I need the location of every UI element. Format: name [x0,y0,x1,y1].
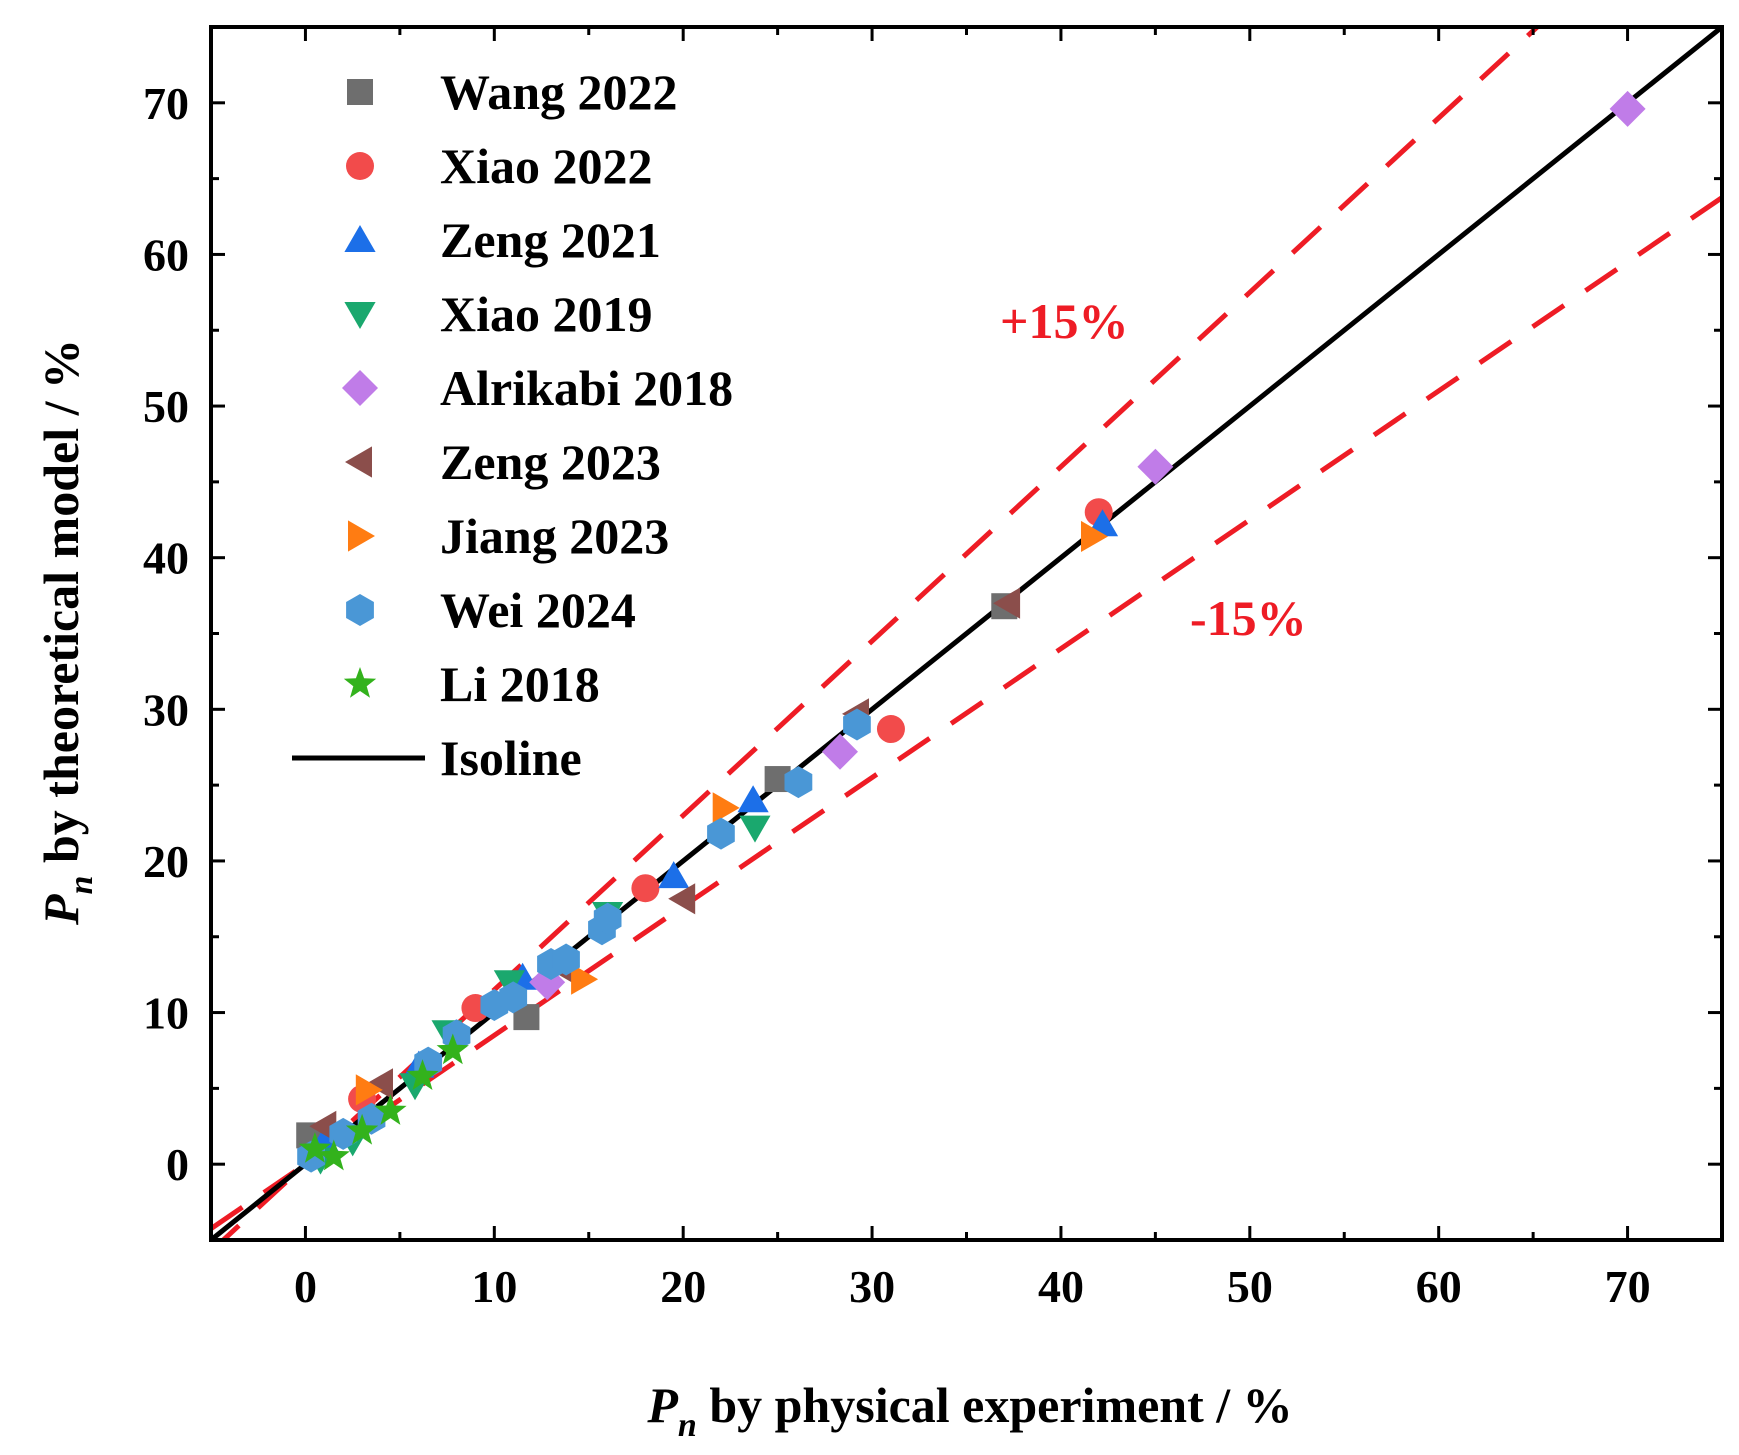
axes-layer: 0 10 20 30 40 50 60 70 0 10 20 30 40 50 60 70 [143,25,1724,1312]
legend-label: Zeng 2021 [440,212,661,268]
data-point [876,715,905,744]
legend-label: Wang 2022 [440,64,678,120]
y-tick-label: 10 [143,988,189,1039]
y-axis-title-symbol: P [33,894,89,926]
legend-label: Xiao 2022 [440,138,653,194]
legend-label: Zeng 2023 [440,434,661,490]
y-tick-label: 50 [143,381,189,432]
legend-entry-isoline: Isoline [292,730,582,786]
legend-marker [342,370,378,406]
y-axis-title-subscript: n [63,876,100,895]
data-point [707,817,735,850]
data-point [552,943,580,976]
data-point [843,708,871,741]
legend-label: Jiang 2023 [440,508,669,564]
data-point [784,766,813,799]
y-tick-label: 20 [143,836,189,887]
legend-marker [344,302,376,329]
data-point [1609,90,1646,127]
x-tick-label: 40 [1038,1261,1084,1312]
data-point [658,861,690,889]
series-xiao-2022 [348,498,1113,1113]
data-point [1137,448,1174,485]
legend-label: Isoline [440,730,582,786]
legend-marker [343,667,377,698]
series-jiang-2023 [355,520,1108,1106]
legend-entry: Zeng 2021 [344,212,661,268]
legend-entry: Wang 2022 [347,64,678,120]
legend-label: Li 2018 [440,656,600,712]
x-axis-title-symbol: P [646,1377,678,1433]
x-tick-label: 70 [1605,1261,1651,1312]
legend-label: Alrikabi 2018 [440,360,733,416]
y-tick-label: 40 [143,533,189,584]
data-point [317,1139,350,1171]
data-point [345,1113,379,1145]
series-li-2018 [298,1033,469,1171]
legend-marker [345,446,372,478]
x-tick-label: 0 [294,1261,317,1312]
band-lower-label: -15% [1190,590,1307,646]
legend-marker [348,520,375,552]
legend: Wang 2022 Xiao 2022 Zeng 2021 Xiao 2019 Alri… [292,64,733,786]
data-point [739,815,771,843]
legend-entry: Jiang 2023 [348,508,669,564]
y-axis-title: Pn by theoretical model / % [33,339,100,926]
data-point-layer [296,90,1646,1175]
x-tick-label: 10 [471,1261,517,1312]
legend-marker [347,79,373,105]
x-axis-title-subscript: n [678,1407,697,1444]
legend-marker [346,594,374,626]
error-band-layer [211,27,1722,1240]
legend-entry: Alrikabi 2018 [342,360,733,416]
data-point [571,963,599,995]
band-upper-label: +15% [1000,293,1129,349]
data-point [1081,520,1108,552]
legend-entry: Xiao 2022 [346,138,653,194]
data-point [712,792,740,824]
data-point [436,1033,469,1065]
legend-label: Xiao 2019 [440,286,653,342]
y-tick-label: 30 [143,684,189,735]
legend-entry: Zeng 2023 [345,434,661,490]
legend-marker [344,225,376,252]
x-tick-label: 60 [1416,1261,1462,1312]
x-axis-title-text: by physical experiment / % [697,1377,1293,1433]
data-point [298,1132,331,1163]
legend-entry: Li 2018 [343,656,600,712]
data-point [499,981,528,1014]
data-point [355,1074,383,1106]
data-point [593,902,622,935]
data-point [406,1059,439,1090]
x-tick-label: 50 [1227,1261,1273,1312]
x-tick-label: 30 [849,1261,895,1312]
band-lower-line [211,195,1722,1231]
x-axis-title: Pn by physical experiment / % [646,1377,1292,1444]
legend-marker [346,152,374,180]
band-upper-line [219,27,1541,1240]
data-point [366,1068,393,1100]
data-point [737,785,769,813]
data-point [822,733,858,770]
y-tick-label: 70 [143,78,189,129]
y-axis-title-text: by theoretical model / % [33,339,89,876]
legend-label: Wei 2024 [440,582,636,638]
data-point [993,587,1021,619]
legend-entry: Xiao 2019 [344,286,653,342]
y-tick-label: 0 [166,1139,189,1190]
legend-entry: Wei 2024 [346,582,636,638]
data-point [631,874,660,903]
data-point [668,883,696,915]
y-tick-label: 60 [143,229,189,280]
data-point [374,1094,407,1125]
x-tick-label: 20 [660,1261,706,1312]
